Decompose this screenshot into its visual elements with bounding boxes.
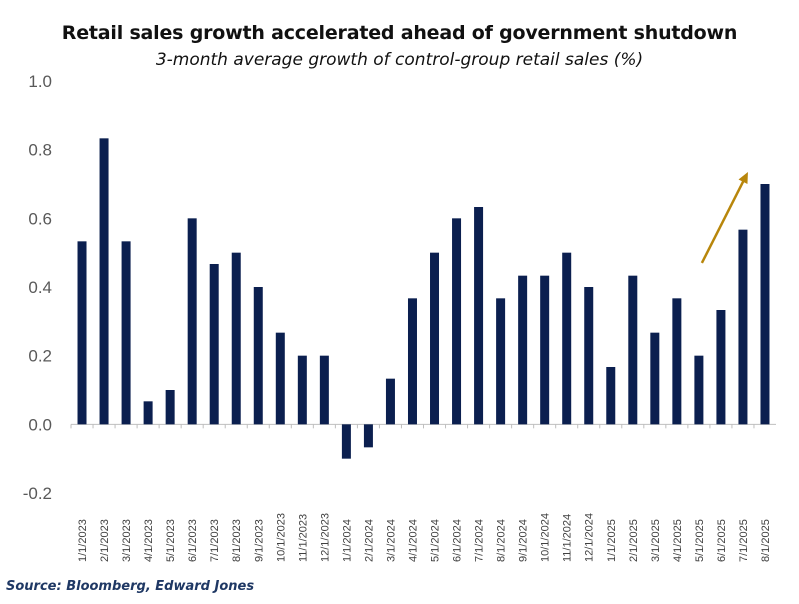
x-tick-label: 10/1/2023: [275, 513, 287, 562]
bar-1/1/2025: [606, 366, 616, 425]
x-axis-ticks: 1/1/2023 2/1/2023 3/1/2023 4/1/2023 5/1/2023…: [70, 424, 772, 562]
bar-8/1/2025: [760, 184, 770, 425]
x-tick-label: 6/1/2023: [187, 519, 199, 562]
bar-1/1/2024: [341, 424, 351, 459]
x-tick-label: 4/1/2025: [672, 519, 684, 562]
x-tick-label: 4/1/2024: [407, 519, 419, 562]
x-tick-label: 8/1/2023: [231, 519, 243, 562]
bar-4/1/2023: [143, 401, 153, 425]
x-tick-label: 5/1/2025: [694, 519, 706, 562]
bar-7/1/2024: [474, 207, 484, 425]
bar-9/1/2024: [518, 275, 528, 425]
bar-3/1/2025: [650, 332, 660, 425]
x-tick-label: 9/1/2024: [518, 519, 530, 562]
bar-3/1/2023: [121, 241, 131, 425]
bar-6/1/2024: [452, 218, 462, 425]
chart-title: Retail sales growth accelerated ahead of…: [61, 22, 738, 44]
y-tick-label: 0.0: [28, 415, 52, 434]
trend-arrow: [700, 171, 748, 264]
source-note: Source: Bloomberg, Edward Jones: [6, 579, 255, 594]
x-tick-label: 2/1/2023: [99, 519, 111, 562]
y-tick-label: 1.0: [28, 72, 52, 91]
bar-10/1/2024: [540, 275, 550, 425]
x-tick-label: 2/1/2024: [363, 519, 375, 562]
trend-arrow-shaft: [700, 179, 746, 264]
bar-4/1/2024: [407, 298, 417, 425]
y-tick-label: 0.6: [28, 209, 52, 228]
x-tick-label: 3/1/2025: [650, 519, 662, 562]
y-tick-label: -0.2: [23, 484, 52, 503]
bar-2/1/2023: [99, 138, 109, 425]
x-tick-label: 6/1/2025: [716, 519, 728, 562]
bar-5/1/2023: [165, 390, 175, 425]
x-tick-label: 3/1/2024: [385, 519, 397, 562]
bar-7/1/2025: [738, 229, 748, 425]
bar-1/1/2023: [77, 241, 87, 425]
trend-arrow-head: [738, 171, 748, 185]
x-tick-label: 7/1/2025: [738, 519, 750, 562]
x-tick-label: 5/1/2023: [165, 519, 177, 562]
y-axis-ticks: 1.0 0.8 0.6 0.4 0.2 0.0 -0.2: [23, 72, 52, 503]
bar-10/1/2023: [275, 332, 285, 425]
x-tick-label: 1/1/2024: [341, 519, 353, 562]
x-tick-label: 9/1/2023: [253, 519, 265, 562]
bar-4/1/2025: [672, 298, 682, 425]
bar-12/1/2024: [584, 287, 594, 425]
bar-12/1/2023: [319, 355, 329, 425]
y-tick-label: 0.4: [28, 278, 52, 297]
bar-5/1/2024: [430, 252, 440, 425]
x-tick-label: 4/1/2023: [143, 519, 155, 562]
chart-subtitle: 3-month average growth of control-group …: [155, 50, 644, 70]
x-tick-label: 2/1/2025: [628, 519, 640, 562]
x-tick-label: 11/1/2024: [562, 514, 574, 562]
x-tick-label: 7/1/2024: [474, 519, 486, 562]
bar-6/1/2025: [716, 310, 726, 425]
bar-2/1/2024: [363, 424, 373, 448]
bars: [77, 138, 770, 459]
y-tick-label: 0.8: [28, 141, 52, 160]
bar-5/1/2025: [694, 355, 704, 425]
bar-3/1/2024: [385, 378, 395, 425]
bar-8/1/2023: [231, 252, 241, 425]
x-tick-label: 8/1/2024: [496, 519, 508, 562]
x-tick-label: 12/1/2024: [584, 513, 596, 562]
bar-2/1/2025: [628, 275, 638, 425]
bar-11/1/2023: [297, 355, 307, 425]
x-tick-label: 6/1/2024: [452, 519, 464, 562]
x-tick-label: 3/1/2023: [121, 519, 133, 562]
x-tick-label: 10/1/2024: [540, 513, 552, 562]
x-tick-label: 8/1/2025: [760, 519, 772, 562]
y-tick-label: 0.2: [28, 347, 52, 366]
x-tick-label: 1/1/2023: [77, 519, 89, 562]
bar-7/1/2023: [209, 263, 219, 425]
x-tick-label: 1/1/2025: [606, 519, 618, 562]
bar-6/1/2023: [187, 218, 197, 425]
x-tick-label: 7/1/2023: [209, 519, 221, 562]
bar-9/1/2023: [253, 287, 263, 425]
bar-11/1/2024: [562, 252, 572, 425]
bar-8/1/2024: [496, 298, 506, 425]
x-tick-label: 5/1/2024: [430, 519, 442, 562]
x-tick-label: 12/1/2023: [319, 513, 331, 562]
x-tick-label: 11/1/2023: [297, 514, 309, 562]
